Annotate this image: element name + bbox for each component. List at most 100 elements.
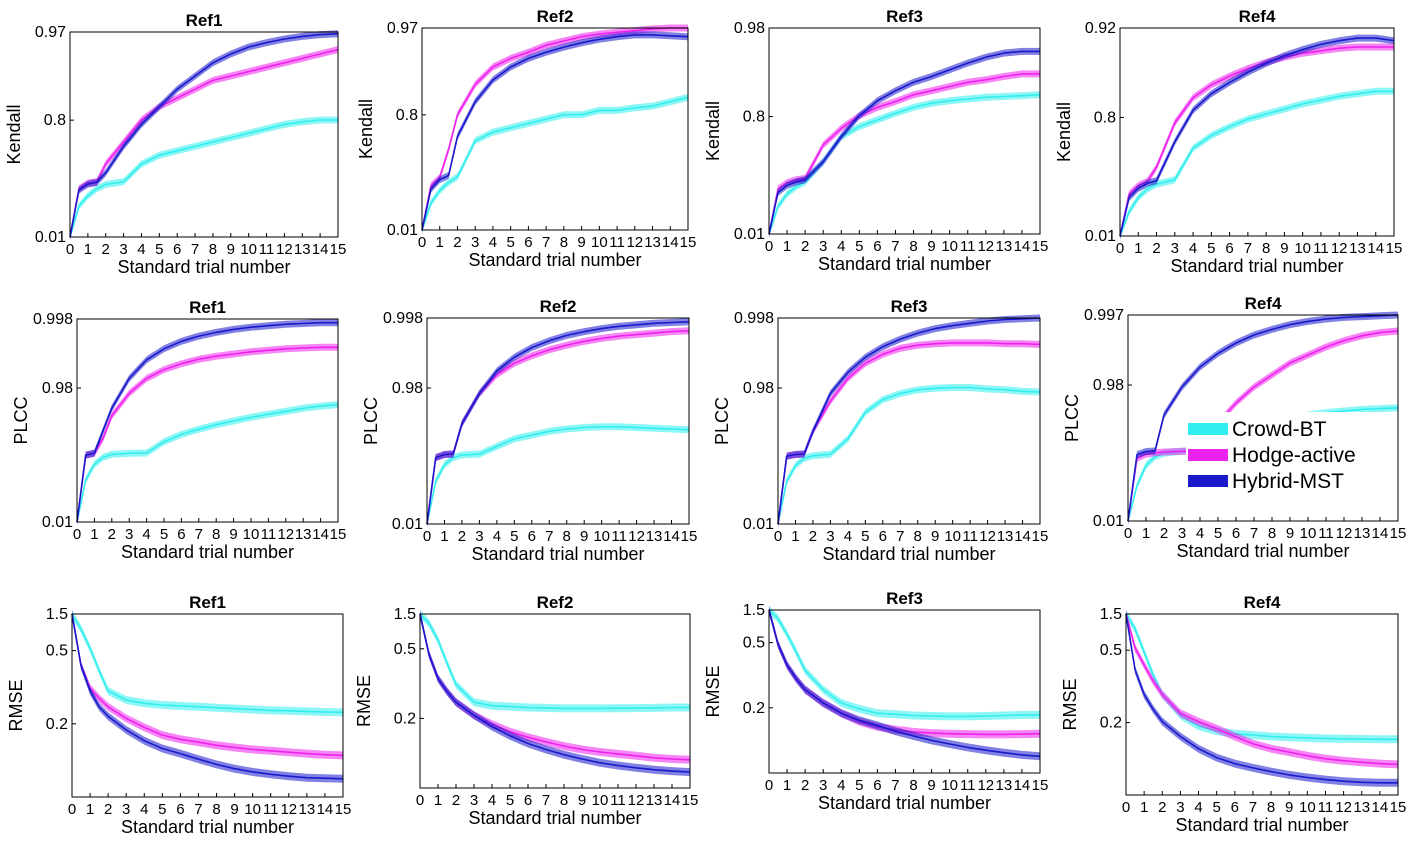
x-tick-label: 9 bbox=[230, 801, 238, 818]
y-axis-label: Kendall bbox=[356, 99, 376, 159]
y-tick-label: 0.5 bbox=[1100, 642, 1122, 659]
x-tick-label: 7 bbox=[891, 777, 899, 794]
x-tick-label: 2 bbox=[108, 526, 116, 543]
series-line-crowd-bt bbox=[1125, 613, 1398, 741]
panel-title: Ref4 bbox=[1245, 294, 1282, 313]
x-tick-label: 9 bbox=[578, 792, 586, 809]
confidence-band-hybrid-mst bbox=[422, 31, 688, 234]
series-line-hodge-active bbox=[76, 346, 338, 523]
series-line-hodge-active bbox=[71, 613, 344, 757]
y-tick-label: 0.01 bbox=[743, 516, 774, 533]
x-tick-label: 1 bbox=[86, 801, 94, 818]
x-tick-label: 7 bbox=[545, 528, 553, 545]
x-tick-label: 3 bbox=[1171, 240, 1179, 257]
legend-swatch-hybrid-mst bbox=[1188, 475, 1228, 487]
x-tick-label: 12 bbox=[1336, 525, 1353, 542]
x-axis-label: Standard trial number bbox=[822, 544, 995, 564]
y-tick-label: 0.998 bbox=[734, 310, 774, 327]
series-line-crowd-bt bbox=[1119, 90, 1394, 237]
confidence-band-crowd-bt bbox=[778, 384, 1040, 528]
axes-frame bbox=[1119, 27, 1395, 237]
x-tick-label: 2 bbox=[1160, 525, 1168, 542]
y-tick-label: 0.01 bbox=[392, 516, 423, 533]
x-tick-label: 14 bbox=[1014, 777, 1031, 794]
x-tick-label: 0 bbox=[73, 526, 81, 543]
x-tick-label: 4 bbox=[837, 777, 845, 794]
confidence-band-hodge-active bbox=[77, 343, 338, 526]
x-tick-label: 11 bbox=[610, 792, 626, 809]
panel-title: Ref2 bbox=[537, 7, 574, 26]
x-tick-label: 10 bbox=[1300, 525, 1317, 542]
x-tick-label: 12 bbox=[628, 792, 645, 809]
x-tick-label: 1 bbox=[1134, 240, 1142, 257]
series-line-hybrid-mst bbox=[777, 317, 1041, 525]
x-tick-label: 7 bbox=[191, 241, 199, 258]
y-tick-label: 0.01 bbox=[387, 222, 418, 239]
panel-kendall-ref2: 0.970.80.010 1 2 3 4 5 6 7 8 9 10 11 12 13 14 15Ref2Sta… bbox=[356, 7, 696, 270]
confidence-band-crowd-bt bbox=[769, 91, 1040, 238]
x-tick-label: 6 bbox=[1225, 240, 1233, 257]
y-axis-label: PLCC bbox=[11, 396, 31, 444]
x-tick-label: 10 bbox=[941, 238, 958, 255]
confidence-band-crowd-bt bbox=[72, 610, 343, 717]
x-tick-label: 2 bbox=[801, 777, 809, 794]
x-tick-label: 1 bbox=[434, 792, 442, 809]
y-tick-label: 0.8 bbox=[396, 107, 418, 124]
x-tick-label: 6 bbox=[879, 528, 887, 545]
x-tick-label: 15 bbox=[330, 526, 347, 543]
axes-frame bbox=[69, 31, 339, 238]
x-axis-label: Standard trial number bbox=[468, 808, 641, 828]
x-axis-label: Standard trial number bbox=[121, 542, 294, 562]
x-tick-label: 12 bbox=[628, 528, 645, 545]
x-tick-label: 10 bbox=[944, 528, 961, 545]
x-tick-label: 5 bbox=[1212, 799, 1220, 816]
x-axis-label: Standard trial number bbox=[818, 793, 991, 813]
x-tick-label: 8 bbox=[212, 526, 220, 543]
x-axis-label: Standard trial number bbox=[1176, 541, 1349, 561]
series-line-hodge-active bbox=[777, 342, 1041, 525]
x-tick-label: 3 bbox=[475, 528, 483, 545]
x-tick-label: 4 bbox=[493, 528, 501, 545]
panel-title: Ref3 bbox=[886, 589, 923, 608]
x-tick-label: 15 bbox=[1390, 525, 1407, 542]
x-tick-label: 5 bbox=[155, 241, 163, 258]
x-tick-label: 4 bbox=[140, 801, 148, 818]
x-tick-label: 11 bbox=[1318, 525, 1334, 542]
x-tick-label: 3 bbox=[826, 528, 834, 545]
y-tick-label: 1.5 bbox=[743, 602, 765, 619]
y-tick-label: 0.998 bbox=[33, 311, 73, 328]
x-tick-label: 5 bbox=[1207, 240, 1215, 257]
x-tick-label: 12 bbox=[977, 777, 994, 794]
panel-rmse-ref1: 1.50.50.20 1 2 3 4 5 6 7 8 9 10 11 12 13 14 15Ref1Stand… bbox=[6, 593, 351, 837]
x-tick-label: 7 bbox=[1244, 240, 1252, 257]
x-tick-label: 11 bbox=[960, 238, 976, 255]
y-tick-label: 0.2 bbox=[1100, 715, 1122, 732]
x-tick-label: 9 bbox=[927, 238, 935, 255]
axes-frame bbox=[71, 613, 344, 798]
x-tick-label: 7 bbox=[542, 234, 550, 251]
confidence-band-crowd-bt bbox=[70, 116, 338, 241]
confidence-band-crowd-bt bbox=[1120, 87, 1394, 240]
y-tick-label: 0.98 bbox=[734, 20, 765, 37]
y-tick-label: 0.2 bbox=[743, 700, 765, 717]
axes-frame bbox=[76, 318, 339, 523]
x-tick-label: 8 bbox=[1267, 799, 1275, 816]
x-tick-label: 5 bbox=[855, 777, 863, 794]
x-tick-label: 8 bbox=[914, 528, 922, 545]
y-tick-label: 0.98 bbox=[743, 380, 774, 397]
x-tick-label: 3 bbox=[119, 241, 127, 258]
y-tick-label: 0.998 bbox=[383, 310, 423, 327]
panel-title: Ref3 bbox=[886, 7, 923, 26]
x-tick-label: 1 bbox=[783, 777, 791, 794]
confidence-band-crowd-bt bbox=[420, 610, 690, 713]
panel-title: Ref2 bbox=[540, 297, 577, 316]
series-line-hodge-active bbox=[1119, 46, 1394, 237]
panel-kendall-ref1: 0.970.80.010 1 2 3 4 5 6 7 8 9 10 11 12 13 14 15Ref1Sta… bbox=[4, 11, 346, 277]
x-tick-label: 11 bbox=[611, 528, 627, 545]
x-tick-label: 6 bbox=[173, 241, 181, 258]
x-tick-label: 8 bbox=[563, 528, 571, 545]
series-line-hybrid-mst bbox=[768, 50, 1040, 235]
x-tick-label: 2 bbox=[458, 528, 466, 545]
y-axis-label: PLCC bbox=[361, 397, 381, 445]
x-tick-label: 0 bbox=[423, 528, 431, 545]
